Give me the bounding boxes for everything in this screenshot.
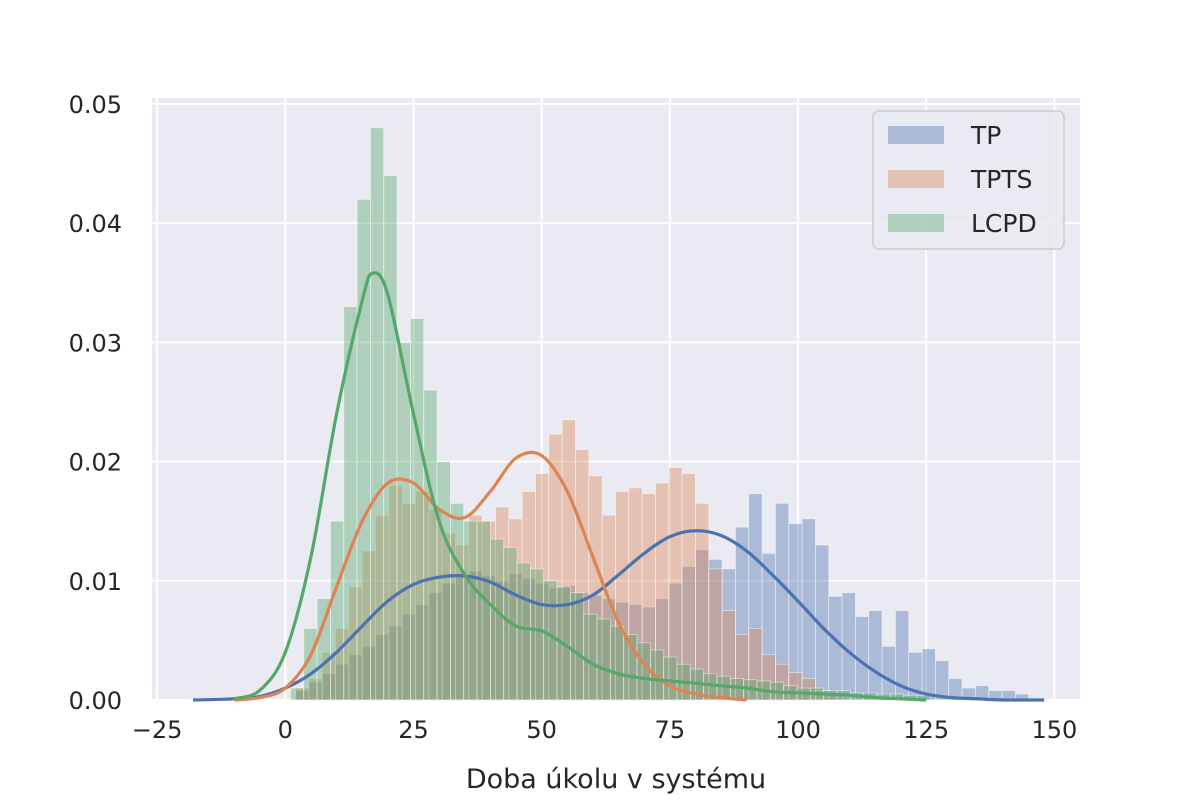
histogram-bar [529,568,545,701]
histogram-bar [828,595,843,701]
x-tick-label: 125 [903,716,949,744]
y-tick-label: 0.04 [69,210,122,238]
y-tick-label: 0.00 [69,687,122,715]
legend-label: LCPD [971,209,1037,238]
histogram-bar [609,625,625,701]
y-tick-label: 0.01 [69,568,122,596]
y-tick-label: 0.03 [69,329,122,357]
legend-swatch [888,214,944,232]
histogram-bar [935,660,950,701]
histogram-bar [516,562,531,701]
histogram-bar [583,613,598,701]
x-tick-label: 50 [526,716,557,744]
grid-lines [152,98,1080,701]
legend-label: TP [970,121,1001,150]
histogram-bar [383,175,398,701]
legend-frame [872,110,1065,250]
histogram-bar [636,642,651,701]
y-tick-label: 0.05 [69,91,122,119]
histogram-bar [596,618,611,701]
histogram-bar [868,610,883,701]
histogram-bar [663,656,678,701]
histogram-bar [543,580,558,701]
x-tick-label: −25 [132,716,183,744]
histogram-bar [290,687,305,701]
legend-label: TPTS [970,165,1033,194]
histogram-bar [489,538,505,701]
x-tick-label: 25 [398,716,429,744]
kde-line-tp [192,529,1045,702]
histogram-bar [569,592,585,701]
histogram-bar [436,461,451,701]
x-axis-title: Doba úkolu v systému [466,764,766,795]
legend: TP TPTS LCPD [872,110,1065,250]
histogram-bar [423,389,438,701]
histogram-bar [476,520,491,701]
legend-swatch [888,126,944,144]
x-tick-label: 75 [655,716,686,744]
histogram-bar [410,318,425,701]
tick-labels: −25 0 25 50 75 100 125 150 0.00 0.01 0.02 0.03 0.04 0… [69,91,1078,744]
x-tick-label: 0 [278,716,293,744]
histogram-bar [449,502,465,701]
x-tick-label: 150 [1031,716,1077,744]
x-tick-label: 100 [775,716,821,744]
histogram-bar [330,520,345,701]
y-tick-label: 0.02 [69,449,122,477]
kde-line-lcpd [233,271,927,702]
legend-swatch [888,170,944,188]
histogram-bar [881,645,896,701]
kde-curves [192,271,1045,702]
histogram-bar [729,678,745,701]
histogram-bar [463,520,478,701]
